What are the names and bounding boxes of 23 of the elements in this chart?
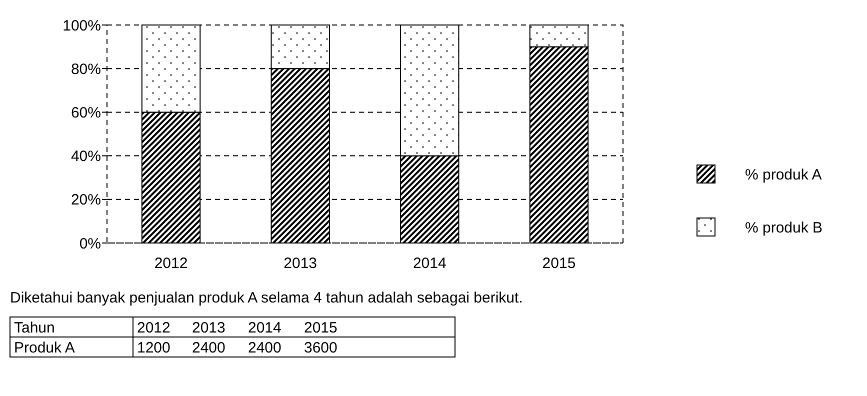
x-tick-label: 2013 xyxy=(284,255,318,272)
text: 2400 xyxy=(192,339,226,356)
y-tick-label: 80% xyxy=(70,60,101,78)
y-tick-label: 20% xyxy=(70,192,101,209)
text: Tahun xyxy=(14,319,55,336)
text: 2014 xyxy=(248,319,282,336)
text: 1200 xyxy=(137,339,170,356)
x-tick-label: 2014 xyxy=(412,255,446,272)
text: 2013 xyxy=(192,319,226,336)
y-tick-label: 60% xyxy=(70,104,101,122)
x-tick-label: 2012 xyxy=(154,255,188,272)
legend-label: % produk A xyxy=(745,166,822,184)
y-tick-label: 100% xyxy=(62,17,101,34)
text: 3600 xyxy=(304,339,338,356)
text: Produk A xyxy=(14,339,75,356)
text: 2400 xyxy=(248,339,282,356)
text: 2012 xyxy=(137,319,170,336)
y-tick-label: 0% xyxy=(79,235,101,252)
y-tick-label: 40% xyxy=(70,148,101,166)
text: Diketahui banyak penjualan produk A selama 4 tahun adalah sebagai berikut. xyxy=(10,289,523,306)
legend-label: % produk B xyxy=(745,219,823,236)
text: 2015 xyxy=(304,319,338,336)
x-tick-label: 2015 xyxy=(542,255,576,272)
